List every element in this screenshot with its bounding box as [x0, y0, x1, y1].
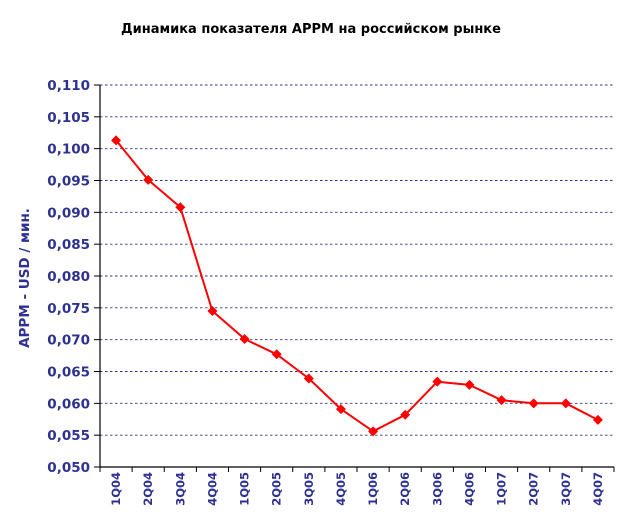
data-point [496, 395, 507, 406]
y-tick-label: 0,055 [47, 428, 90, 444]
y-tick-label: 0,075 [47, 301, 90, 317]
series-line [115, 139, 599, 433]
y-tick-label: 0,080 [47, 269, 90, 285]
x-tick-label: 3Q05 [302, 472, 316, 506]
data-point [175, 202, 186, 213]
data-point [368, 426, 379, 437]
x-tick-label: 2Q04 [141, 472, 155, 506]
data-point [143, 174, 154, 185]
x-tick-label: 1Q05 [238, 472, 252, 506]
x-tick-label: 4Q05 [334, 472, 348, 506]
x-tick-label: 2Q05 [270, 472, 284, 506]
axes [94, 84, 615, 472]
x-tick-label: 4Q07 [591, 472, 605, 506]
x-tick-label: 3Q07 [559, 472, 573, 506]
y-tick-label: 0,090 [47, 205, 90, 221]
data-point [335, 404, 346, 415]
gridlines [100, 84, 614, 436]
data-point [400, 409, 411, 420]
y-tick-labels: 0,050 0,055 0,060 0,065 0,070 0,075 0,080 0,085… [47, 78, 90, 476]
data-point [464, 379, 475, 390]
y-tick-label: 0,105 [47, 110, 90, 126]
y-tick-label: 0,070 [47, 333, 90, 349]
y-tick-label: 0,110 [47, 78, 90, 94]
x-tick-label: 4Q06 [462, 472, 476, 506]
x-tick-label: 1Q06 [366, 472, 380, 506]
data-point [560, 398, 571, 409]
data-point [303, 373, 314, 384]
x-tick-label: 3Q06 [430, 472, 444, 506]
x-tick-label: 3Q04 [173, 472, 187, 506]
data-point [528, 398, 539, 409]
y-axis-label: APPM - USD / мин. [17, 208, 33, 348]
y-tick-label: 0,060 [47, 396, 90, 412]
chart-title: Динамика показателя APPM на российском р… [121, 22, 501, 37]
x-tick-label: 2Q07 [527, 472, 541, 506]
x-tick-labels: 1Q04 2Q04 3Q04 4Q04 1Q05 2Q05 3Q05 4Q05 1Q06 2Q06… [109, 472, 605, 506]
y-tick-label: 0,050 [47, 460, 90, 476]
x-tick-label: 4Q04 [205, 472, 219, 506]
data-point [239, 334, 250, 345]
y-tick-label: 0,095 [47, 174, 90, 190]
y-tick-label: 0,100 [47, 142, 90, 158]
series-group [111, 135, 603, 437]
data-point [111, 135, 122, 146]
x-tick-label: 2Q06 [398, 472, 412, 506]
x-tick-label: 1Q04 [109, 472, 123, 506]
y-tick-label: 0,065 [47, 365, 90, 381]
data-point [592, 414, 603, 425]
data-point [271, 349, 282, 360]
x-tick-label: 1Q07 [495, 472, 509, 506]
y-tick-label: 0,085 [47, 237, 90, 253]
data-point [432, 376, 443, 387]
data-point [207, 306, 218, 317]
